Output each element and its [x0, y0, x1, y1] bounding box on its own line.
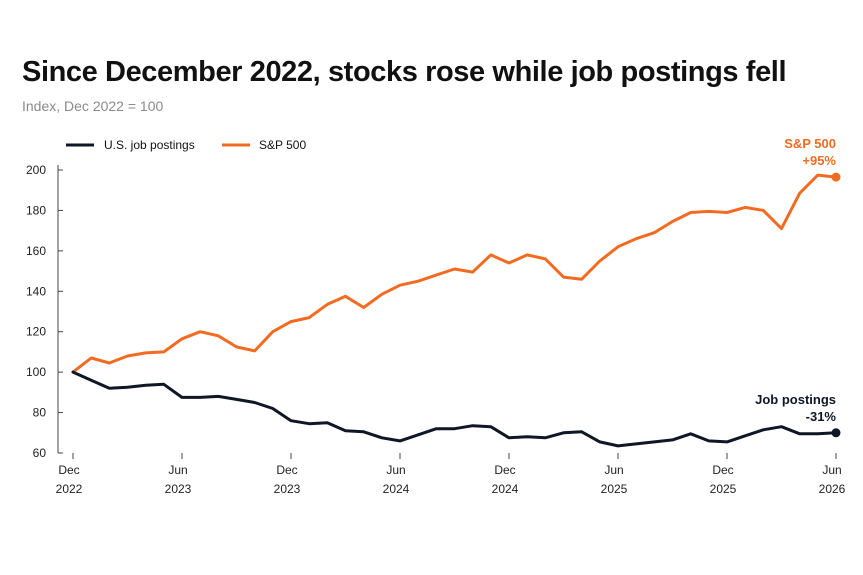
y-tick-label: 200	[26, 163, 46, 177]
legend-label-jobs: U.S. job postings	[104, 138, 195, 152]
x-tick-label: Dec	[58, 463, 79, 477]
x-axis: Dec 2022 Jun 2023 Dec 2023 Jun 2024 Dec 2024 Jun 20…	[56, 453, 846, 496]
x-tick-label: 2025	[601, 482, 628, 496]
y-tick-label: 140	[26, 284, 46, 298]
series-layer	[71, 173, 838, 448]
y-tick-label: 160	[26, 244, 46, 258]
end-point-sp	[831, 172, 841, 182]
x-tick-label: 2023	[165, 482, 192, 496]
annotation-jobs: Job postings	[755, 392, 836, 407]
end-point-jobs	[831, 428, 841, 438]
x-tick-label: Jun	[386, 463, 405, 477]
chart-subtitle: Index, Dec 2022 = 100	[22, 98, 164, 114]
x-tick-label: 2024	[492, 482, 519, 496]
y-axis: 60 80 100 120 140 160 180 200	[26, 163, 63, 460]
annotations: S&P 500 +95% Job postings -31%	[755, 136, 841, 438]
annotation-sp: S&P 500	[784, 136, 836, 151]
y-tick-label: 180	[26, 203, 46, 217]
x-tick-label: Jun	[604, 463, 623, 477]
legend: U.S. job postings S&P 500	[66, 138, 306, 152]
x-tick-label: 2024	[383, 482, 410, 496]
x-tick-label: Jun	[168, 463, 187, 477]
y-tick-label: 120	[26, 325, 46, 339]
x-tick-label: 2022	[56, 482, 83, 496]
x-tick-label: Dec	[712, 463, 733, 477]
x-tick-label: Dec	[276, 463, 297, 477]
x-tick-label: 2023	[274, 482, 301, 496]
x-tick-label: Dec	[494, 463, 515, 477]
series-line-sp	[71, 173, 838, 374]
y-tick-label: 60	[33, 446, 47, 460]
x-tick-label: Jun	[822, 463, 841, 477]
x-tick-label: 2026	[819, 482, 846, 496]
chart-title: Since December 2022, stocks rose while j…	[22, 56, 787, 88]
series-line-jobs	[71, 370, 838, 448]
legend-label-sp: S&P 500	[259, 138, 306, 152]
annotation-jobs: -31%	[806, 409, 837, 424]
y-tick-label: 100	[26, 365, 46, 379]
x-tick-label: 2025	[710, 482, 737, 496]
annotation-sp: +95%	[802, 153, 836, 168]
y-tick-label: 80	[33, 406, 47, 420]
